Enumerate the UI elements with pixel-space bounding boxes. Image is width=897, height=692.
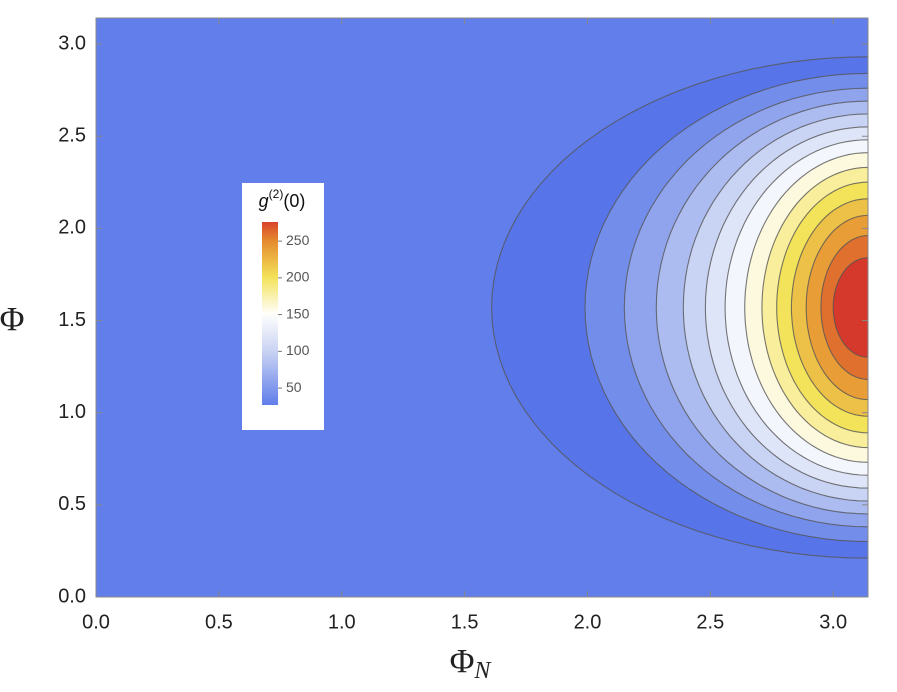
x-tick-label: 3.0 [819,611,847,633]
contour-line [724,139,868,476]
x-axis-label: ΦN [450,643,493,684]
colorbar-label: g(2)(0) [259,187,306,211]
contour-line [744,152,868,463]
y-tick-label: 1.5 [58,309,86,331]
y-tick-label: 3.0 [58,32,86,54]
y-tick-label: 2.5 [58,125,86,147]
colorbar-tick-label: 50 [286,379,302,395]
contour-line [704,126,868,489]
contour-line [623,87,868,528]
colorbar-tick-label: 250 [286,232,310,248]
y-tick-label: 0.5 [58,493,86,515]
plot-area [96,18,868,597]
x-tick-label: 2.0 [574,611,602,633]
x-tick-label: 1.5 [451,611,479,633]
contour-line [655,100,868,515]
contour-line [790,198,868,417]
colorbar [262,222,278,405]
x-tick-label: 2.5 [696,611,724,633]
frame [95,17,869,598]
contour-line [491,56,868,559]
x-tick-label: 0.0 [82,611,110,633]
colorbar-tick-label: 100 [286,342,310,358]
contour-band [833,257,868,358]
y-tick-label: 2.0 [58,217,86,239]
contour-line [682,113,868,502]
contour-line [761,166,868,449]
x-tick-label: 1.0 [328,611,356,633]
y-axis-label: Φ [0,301,24,338]
contour-line [776,181,868,434]
y-tick-label: 1.0 [58,401,86,423]
contour-line [805,214,868,401]
contour-line [820,235,868,380]
contour-line [832,257,868,358]
x-tick-label: 0.5 [205,611,233,633]
colorbar-tick-label: 150 [286,305,310,321]
colorbar-tick-label: 200 [286,269,310,285]
colorbar-box [242,183,324,430]
y-tick-label: 0.0 [58,585,86,607]
contour-line [584,72,868,543]
